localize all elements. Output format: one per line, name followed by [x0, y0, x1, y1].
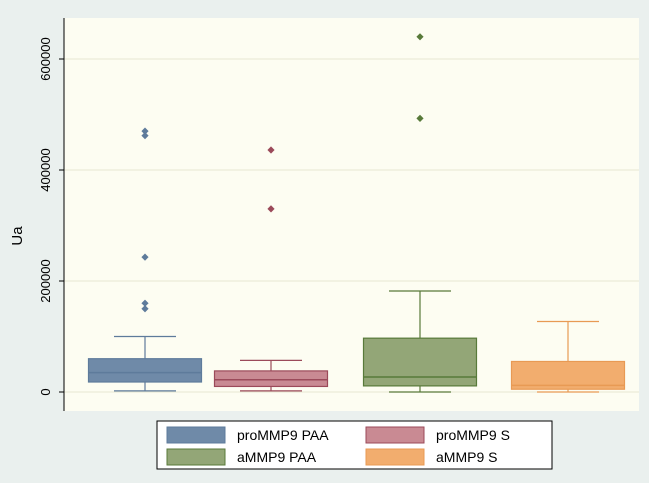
y-axis-label: Ua: [9, 226, 26, 246]
iqr-box: [362, 337, 478, 387]
box-1: [87, 127, 203, 392]
outlier-point: [416, 33, 424, 41]
box-3: [362, 33, 478, 393]
y-tick-label-1: 200000: [38, 259, 53, 302]
legend-label-4: aMMP9 S: [436, 449, 497, 465]
box-4: [510, 320, 626, 393]
plot-area: [64, 18, 639, 411]
legend-swatch-3: [166, 448, 226, 466]
outlier-point: [141, 299, 149, 307]
iqr-box: [213, 370, 329, 388]
outlier-point: [141, 127, 149, 135]
legend-label-2: proMMP9 S: [436, 427, 510, 443]
outlier-point: [267, 205, 275, 213]
y-axis-ticks: 0 200000 400000 600000: [38, 37, 64, 396]
legend-swatch-1: [166, 426, 226, 444]
legend-swatch-4: [365, 448, 425, 466]
y-tick-label-0: 0: [38, 388, 53, 395]
legend: proMMP9 PAA proMMP9 S aMMP9 PAA aMMP9 S: [156, 420, 553, 470]
legend-swatch-2: [365, 426, 425, 444]
legend-label-3: aMMP9 PAA: [237, 449, 317, 465]
box-series: [87, 33, 626, 393]
y-tick-label-3: 600000: [38, 37, 53, 80]
iqr-box: [87, 358, 203, 383]
outlier-point: [416, 114, 424, 122]
outlier-point: [141, 131, 149, 140]
outlier-point: [141, 253, 149, 261]
outlier-point: [141, 305, 149, 313]
box-2: [213, 146, 329, 392]
legend-label-1: proMMP9 PAA: [237, 427, 329, 443]
outlier-point: [267, 146, 275, 154]
y-tick-label-2: 400000: [38, 148, 53, 191]
